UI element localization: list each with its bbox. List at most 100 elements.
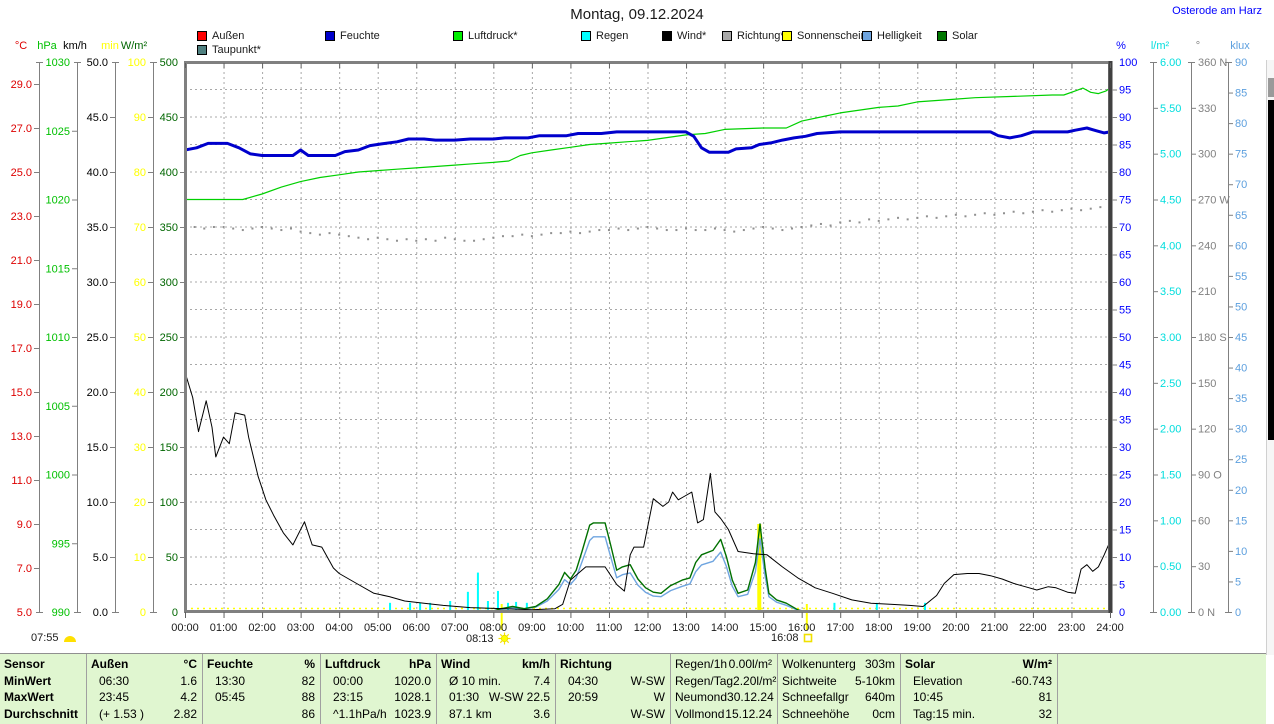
svg-text:1020: 1020 (46, 195, 70, 207)
x-axis-labels: 00:00 01:00 02:00 03:00 04:00 05:00 06:00 07:00… (171, 622, 1124, 634)
svg-text:10: 10 (134, 552, 146, 564)
table-cell: 87.1 km (449, 706, 492, 721)
svg-text:20: 20 (1235, 485, 1247, 497)
legend-item-feuchte: Feuchte (325, 30, 380, 42)
table-cell: -60.743 (1011, 673, 1052, 688)
svg-text:11.0: 11.0 (11, 475, 32, 487)
series-helligkeit (489, 536, 814, 613)
svg-text:09:00: 09:00 (518, 622, 546, 634)
svg-text:330: 330 (1198, 103, 1216, 115)
svg-text:75: 75 (1235, 149, 1247, 161)
svg-text:70: 70 (1235, 179, 1247, 191)
svg-text:5: 5 (1119, 580, 1125, 592)
svg-text:21:00: 21:00 (981, 622, 1009, 634)
axis-klux: 0 5 10 15 20 25 30 35 40 45 50 55 60 65 70 75 80 85 90 (1225, 57, 1247, 619)
table-row: ^1.1hPa/h 1023.9 (325, 706, 431, 723)
series-regen (389, 572, 926, 611)
svg-text:15.0: 15.0 (11, 387, 32, 399)
series-solar (489, 522, 806, 613)
legend-item-taupunkt: Taupunkt* (197, 44, 261, 56)
sunset-marker: 16:08 (771, 632, 813, 644)
gridlines (185, 62, 1110, 612)
axis-deg: 0 N 30 60 90 O 120 150 180 S 210 240 270 W 300 330 3… (1188, 57, 1230, 619)
table-row: 01:30 W-SW 22.5 (441, 689, 550, 706)
scrollbar-thumb[interactable] (1268, 100, 1274, 440)
table-cell: °C (183, 657, 197, 671)
scrollbar[interactable] (1266, 60, 1274, 655)
legend-swatch (197, 45, 207, 55)
svg-text:250: 250 (160, 332, 178, 344)
svg-text:80: 80 (1235, 118, 1247, 130)
table-cell: (+ 1.53 ) (99, 706, 145, 721)
svg-text:04:00: 04:00 (325, 622, 353, 634)
table-cell: 86 (301, 706, 315, 721)
table-cell: Regen/Tag (675, 673, 734, 688)
table-column-0: Sensor MinWert MaxWert Durchschnitt (0, 654, 87, 724)
svg-text:1025: 1025 (46, 126, 70, 138)
table-cell: 81 (1038, 690, 1052, 704)
svg-text:20: 20 (1119, 497, 1131, 509)
svg-text:90: 90 (1119, 112, 1131, 124)
table-row: (+ 1.53 ) 2.82 (91, 706, 197, 723)
svg-text:40: 40 (1119, 387, 1131, 399)
table-cell: 1.6 (180, 673, 197, 688)
series-sonnenschein (757, 524, 762, 611)
legend-item-regen: Regen (581, 30, 628, 42)
svg-text:45.0: 45.0 (87, 112, 108, 124)
table-row: Tag:15 min. 32 (905, 706, 1052, 723)
svg-text:07:00: 07:00 (441, 622, 469, 634)
table-column-1: Außen °C 06:30 1.6 23:45 4.2 (+ 1.53 ) 2.82 (87, 654, 203, 724)
svg-text:4.50: 4.50 (1160, 195, 1181, 207)
stats-table: Sensor MinWert MaxWert Durchschnitt Außen °C 0… (0, 653, 1266, 724)
table-cell: W-SW (630, 673, 665, 688)
table-cell: 23:45 (99, 690, 130, 704)
table-cell: MaxWert (4, 690, 54, 704)
axis-temp: 5.0 7.0 9.0 11.0 13.0 15.0 17.0 19.0 21.0 23.0 25.… (11, 62, 43, 619)
legend-item-solar: Solar (937, 30, 978, 42)
svg-text:100: 100 (1119, 57, 1137, 69)
svg-text:300: 300 (160, 277, 178, 289)
svg-text:90: 90 (1235, 57, 1247, 69)
svg-text:60: 60 (1119, 277, 1131, 289)
svg-text:2.50: 2.50 (1160, 378, 1181, 390)
legend-swatch (722, 31, 732, 41)
axis-unit-klux: klux (1230, 40, 1250, 52)
legend-swatch (782, 31, 792, 41)
svg-text:05:00: 05:00 (364, 622, 392, 634)
legend-swatch (862, 31, 872, 41)
svg-text:20:00: 20:00 (942, 622, 970, 634)
svg-text:20.0: 20.0 (87, 387, 108, 399)
sunrise-time: 08:13 (466, 632, 494, 645)
sunrise-marker: 08:13 (466, 632, 511, 645)
svg-text:02:00: 02:00 (248, 622, 276, 634)
table-row: 00:00 1020.0 (325, 673, 431, 690)
table-cell: W/m² (1022, 657, 1052, 671)
svg-text:0: 0 (1119, 607, 1125, 619)
legend-swatch (662, 31, 672, 41)
legend-item-wind: Wind* (662, 30, 706, 42)
axis-wm2: 0 50 100 150 200 250 300 350 400 450 500 (160, 57, 185, 619)
table-row: Sichtweite 5-10km (782, 673, 895, 690)
table-cell: 0cm (872, 706, 895, 721)
table-row: Wind km/h (441, 656, 550, 673)
svg-text:60: 60 (1198, 515, 1210, 527)
svg-text:0.00: 0.00 (1160, 607, 1181, 619)
dawn-marker: 07:55 (31, 632, 77, 644)
table-cell: % (304, 657, 315, 671)
svg-text:80: 80 (1119, 167, 1131, 179)
svg-text:0 N: 0 N (1198, 607, 1215, 619)
scrollbar-segment[interactable] (1268, 78, 1274, 97)
svg-text:10:00: 10:00 (557, 622, 585, 634)
svg-text:15: 15 (1235, 515, 1247, 527)
svg-text:70: 70 (134, 222, 146, 234)
axis-kmh: 0.0 5.0 10.0 15.0 20.0 25.0 30.0 35.0 40.0 45.0 50… (87, 57, 119, 619)
svg-text:150: 150 (1198, 378, 1216, 390)
svg-text:13.0: 13.0 (11, 431, 32, 443)
svg-text:08:00: 08:00 (480, 622, 508, 634)
svg-text:50: 50 (1119, 332, 1131, 344)
table-row: 04:30 W-SW (560, 673, 665, 690)
table-row: Durchschnitt (4, 706, 81, 723)
weather-chart: 5.0 7.0 9.0 11.0 13.0 15.0 17.0 19.0 21.0 23.0 25.… (11, 57, 1248, 634)
table-cell: 5-10km (854, 673, 895, 688)
series-wind (184, 372, 1111, 611)
